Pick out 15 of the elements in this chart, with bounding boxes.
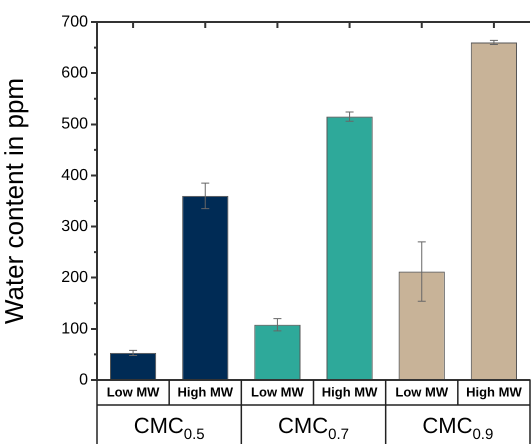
y-tick-label: 100 xyxy=(61,320,88,338)
y-tick-label: 300 xyxy=(61,218,88,235)
x-tick-label: High MW xyxy=(177,384,234,400)
y-axis-title: Water content in ppm xyxy=(0,78,29,324)
x-tick-label: Low MW xyxy=(395,384,449,400)
y-tick-label: 400 xyxy=(61,166,88,184)
x-tick-label: High MW xyxy=(466,384,522,400)
x-tick-label: Low MW xyxy=(106,384,160,400)
y-tick-label: 200 xyxy=(61,269,88,286)
y-tick-label: 500 xyxy=(61,116,88,133)
y-tick-label: 0 xyxy=(79,371,88,388)
x-tick-label: Low MW xyxy=(251,384,304,400)
y-tick-label: 700 xyxy=(61,13,88,30)
y-tick-label: 600 xyxy=(61,64,88,82)
x-tick-label: High MW xyxy=(322,384,378,400)
